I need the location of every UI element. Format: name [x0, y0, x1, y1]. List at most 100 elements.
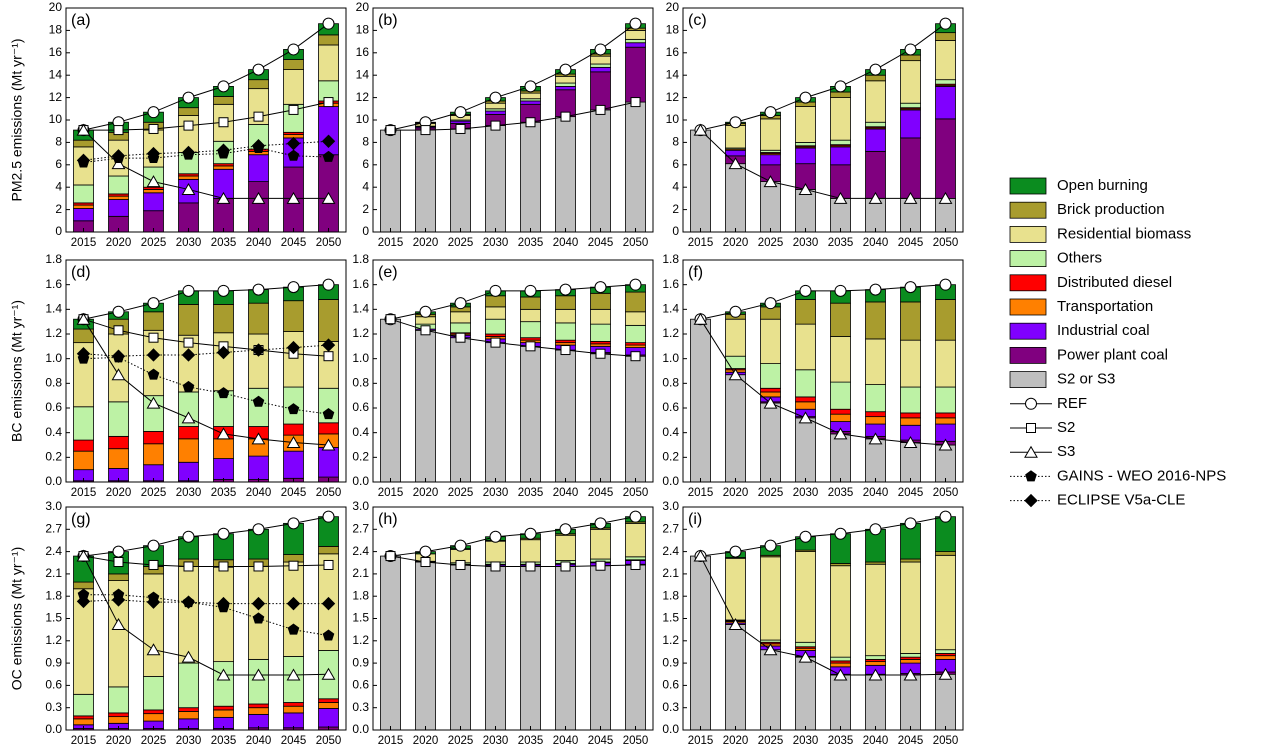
- legend-swatch: [1009, 322, 1047, 340]
- scenario-marker: [251, 343, 266, 357]
- bar-segment: [520, 121, 541, 233]
- scenario-marker: [489, 530, 502, 543]
- bar-segment: [520, 100, 541, 105]
- scenario-marker: [111, 593, 126, 607]
- y-tick-label: 0: [55, 224, 62, 238]
- bar-segment: [795, 369, 816, 398]
- bar-segment: [590, 353, 611, 483]
- bar-segment: [415, 129, 436, 233]
- scenario-marker: [559, 523, 572, 536]
- bar-segment: [213, 96, 234, 105]
- bar-segment: [935, 655, 956, 660]
- bar-segment: [450, 128, 471, 233]
- y-tick-label: 1.2: [662, 326, 679, 340]
- x-tick-label: 2035: [211, 237, 237, 249]
- bar-segment: [248, 181, 269, 233]
- y-tick-label: 2.1: [45, 566, 62, 580]
- bar-segment: [900, 386, 921, 414]
- bar-segment: [830, 302, 851, 337]
- bar-segment: [555, 82, 576, 87]
- y-tick-label: 1.6: [352, 277, 369, 291]
- x-tick-label: 2050: [316, 735, 342, 747]
- x-tick-label: 2045: [898, 487, 924, 499]
- scenario-marker: [251, 596, 266, 611]
- scenario-marker: [321, 134, 336, 148]
- y-tick-label: 4: [55, 179, 62, 193]
- bar-segment: [865, 384, 886, 413]
- bar-segment: [900, 301, 921, 341]
- y-tick-label: 2.7: [45, 521, 62, 535]
- y-tick-label: 0.9: [352, 655, 369, 669]
- legend-swatch: [1009, 371, 1047, 389]
- y-tick-label: 0.0: [662, 474, 679, 488]
- scenario-marker: [903, 668, 918, 681]
- y-axis-label: BC emissions (Mt yr⁻¹): [9, 300, 25, 442]
- x-tick-label: 2040: [246, 237, 272, 249]
- bar-segment: [485, 566, 506, 731]
- y-tick-label: 14: [49, 67, 63, 81]
- bar-segment: [865, 661, 886, 666]
- bar-segment: [625, 46, 646, 103]
- bar-segment: [283, 59, 304, 71]
- bar-segment: [590, 71, 611, 111]
- scenario-marker: [833, 427, 848, 440]
- bar-segment: [73, 208, 94, 222]
- y-tick-label: 3.0: [352, 499, 369, 513]
- scenario-marker: [146, 643, 161, 656]
- scenario-marker: [218, 561, 229, 572]
- scenario-marker: [630, 559, 641, 570]
- y-tick-label: 2: [55, 202, 62, 216]
- bar-segment: [450, 311, 471, 324]
- bar-segment: [900, 442, 921, 483]
- bar-segment: [555, 349, 576, 483]
- bar-segment: [865, 128, 886, 152]
- bar-segment: [830, 656, 851, 662]
- y-tick-label: 3.0: [45, 499, 62, 513]
- legend-label: Others: [1057, 250, 1102, 267]
- x-tick-label: 2025: [141, 735, 167, 747]
- x-tick-label: 2030: [793, 487, 819, 499]
- bar-segment: [555, 566, 576, 731]
- y-tick-label: 1.5: [662, 611, 679, 625]
- scenario-marker: [868, 432, 883, 445]
- x-tick-label: 2015: [378, 735, 404, 747]
- x-tick-label: 2045: [281, 237, 307, 249]
- plot-frame: [682, 7, 964, 233]
- bar-segment: [108, 199, 129, 217]
- scenario-marker: [385, 125, 396, 136]
- scenario-marker: [524, 284, 537, 297]
- bar-segment: [865, 438, 886, 483]
- bar-segment: [830, 413, 851, 422]
- y-tick-label: 1.8: [352, 252, 369, 266]
- scenario-marker: [216, 143, 231, 157]
- plot-frame: [682, 506, 964, 731]
- y-tick-label: 6: [362, 157, 369, 171]
- scenario-marker: [594, 43, 607, 56]
- scenario-marker: [111, 617, 126, 630]
- bar-segment: [108, 716, 129, 724]
- x-tick-label: 2015: [71, 237, 97, 249]
- scenario-marker: [798, 650, 813, 663]
- scenario-marker: [181, 182, 196, 195]
- y-tick-label: 1.4: [352, 302, 369, 316]
- bar-segment: [900, 561, 921, 654]
- bar-segment: [725, 355, 746, 369]
- y-tick-label: 8: [55, 135, 62, 149]
- scenario-line: [83, 147, 329, 164]
- scenario-marker: [287, 623, 300, 635]
- scenario-marker: [630, 97, 641, 108]
- scenario-marker: [454, 297, 467, 310]
- bar-segment: [795, 141, 816, 147]
- legend-label: Open burning: [1057, 177, 1148, 194]
- y-tick-label: 12: [49, 90, 63, 104]
- bar-segment: [865, 416, 886, 425]
- bar-segment: [760, 391, 781, 398]
- bar-segment: [283, 331, 304, 388]
- legend-swatch: [1009, 225, 1047, 243]
- scenario-marker: [76, 312, 91, 325]
- bar-segment: [900, 674, 921, 731]
- scenario-marker: [385, 551, 396, 562]
- scenario-marker: [287, 403, 300, 415]
- bar-segment: [900, 412, 921, 419]
- scenario-marker: [763, 643, 778, 656]
